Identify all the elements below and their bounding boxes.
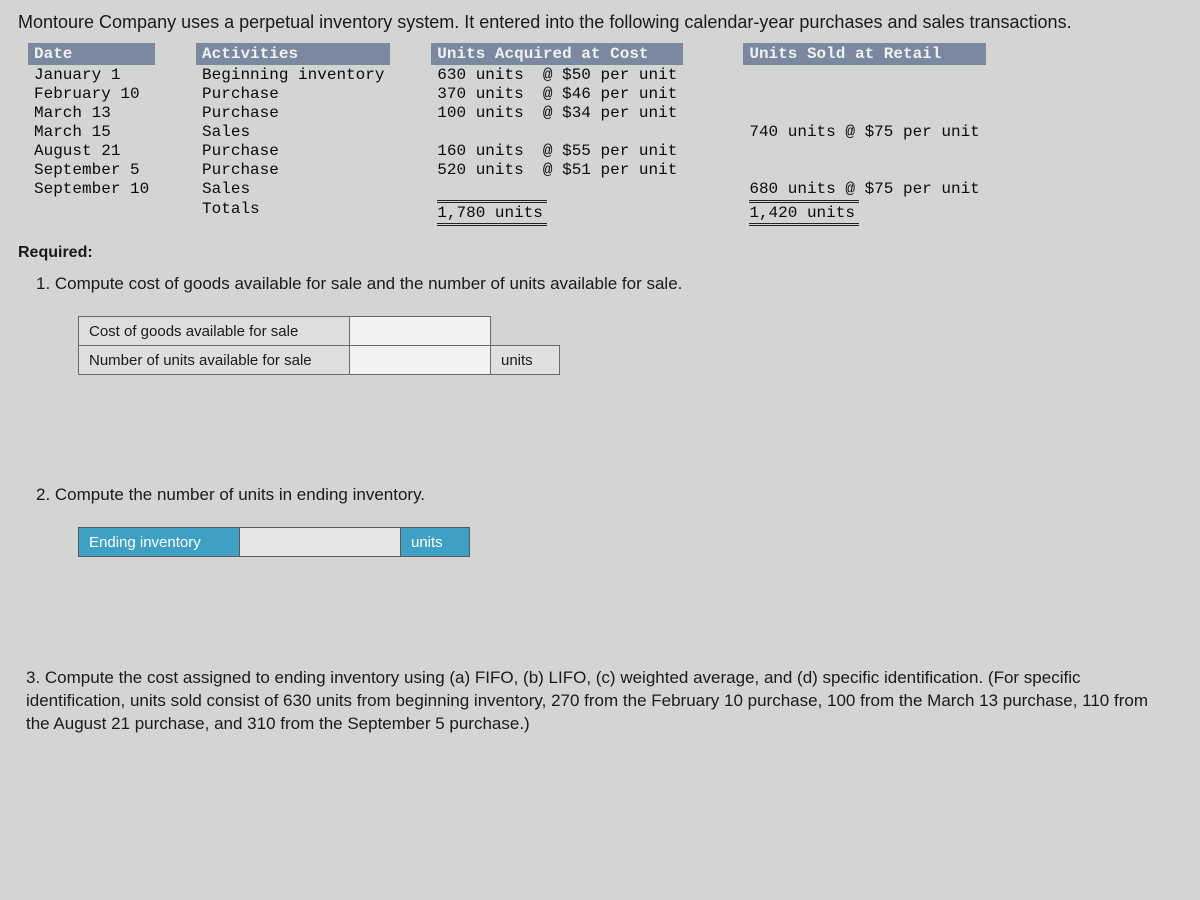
cogs-available-label: Cost of goods available for sale	[79, 317, 350, 346]
cell-sold: 680 units @ $75 per unit	[743, 179, 985, 198]
required-heading: Required:	[18, 244, 1182, 262]
units-suffix: units	[401, 528, 470, 557]
ending-inventory-input[interactable]	[240, 528, 401, 557]
col-activities-header: Activities	[196, 43, 390, 65]
cell-date: March 15	[28, 122, 155, 141]
totals-sold: 1,420 units	[743, 198, 985, 226]
table-row: March 13 Purchase 100 units @ $34 per un…	[28, 103, 986, 122]
cell-sold	[743, 141, 985, 160]
units-suffix: units	[491, 346, 560, 375]
units-available-input[interactable]	[350, 346, 491, 375]
cell-acquired: 100 units @ $34 per unit	[431, 103, 683, 122]
cell-date: January 1	[28, 65, 155, 84]
cell-date: September 5	[28, 160, 155, 179]
cell-date: August 21	[28, 141, 155, 160]
spacer	[683, 43, 743, 65]
cell-activity: Sales	[196, 179, 390, 198]
question-1: 1. Compute cost of goods available for s…	[36, 274, 1182, 294]
col-date-header: Date	[28, 43, 155, 65]
ending-inventory-label: Ending inventory	[79, 528, 240, 557]
intro-text: Montoure Company uses a perpetual invent…	[18, 12, 1182, 33]
cell-sold	[743, 84, 985, 103]
question-3: 3. Compute the cost assigned to ending i…	[26, 667, 1164, 736]
cell-date: February 10	[28, 84, 155, 103]
cell-acquired	[431, 179, 683, 198]
table-row: September 5 Purchase 520 units @ $51 per…	[28, 160, 986, 179]
q3-number: 3.	[26, 668, 45, 687]
cell-acquired: 160 units @ $55 per unit	[431, 141, 683, 160]
table-row: March 15 Sales 740 units @ $75 per unit	[28, 122, 986, 141]
cell-activity: Purchase	[196, 141, 390, 160]
blank-cell	[491, 317, 560, 346]
table-row: August 21 Purchase 160 units @ $55 per u…	[28, 141, 986, 160]
cell-acquired: 370 units @ $46 per unit	[431, 84, 683, 103]
spacer	[390, 43, 431, 65]
cell-sold	[743, 103, 985, 122]
cell-acquired: 630 units @ $50 per unit	[431, 65, 683, 84]
cogs-available-input[interactable]	[350, 317, 491, 346]
spacer	[155, 43, 196, 65]
table-row: September 10 Sales 680 units @ $75 per u…	[28, 179, 986, 198]
cell-activity: Sales	[196, 122, 390, 141]
col-sold-header: Units Sold at Retail	[743, 43, 985, 65]
table-row: February 10 Purchase 370 units @ $46 per…	[28, 84, 986, 103]
table-row-totals: Totals 1,780 units 1,420 units	[28, 198, 986, 226]
answer-table-2: Ending inventory units	[78, 527, 470, 557]
cell-sold: 740 units @ $75 per unit	[743, 122, 985, 141]
answer-table-1: Cost of goods available for sale Number …	[78, 316, 560, 375]
cell-activity: Purchase	[196, 103, 390, 122]
cell-activity: Beginning inventory	[196, 65, 390, 84]
cell-sold	[743, 160, 985, 179]
cell-acquired: 520 units @ $51 per unit	[431, 160, 683, 179]
cell-activity: Purchase	[196, 160, 390, 179]
transactions-table: Date Activities Units Acquired at Cost U…	[28, 43, 986, 226]
cell-date: September 10	[28, 179, 155, 198]
question-2: 2. Compute the number of units in ending…	[36, 485, 1182, 505]
totals-label: Totals	[196, 198, 390, 226]
cell-acquired	[431, 122, 683, 141]
units-available-label: Number of units available for sale	[79, 346, 350, 375]
q3-body: Compute the cost assigned to ending inve…	[26, 668, 1148, 733]
cell-sold	[743, 65, 985, 84]
cell-date: March 13	[28, 103, 155, 122]
cell-activity: Purchase	[196, 84, 390, 103]
totals-acquired: 1,780 units	[431, 198, 683, 226]
table-row: January 1 Beginning inventory 630 units …	[28, 65, 986, 84]
col-acquired-header: Units Acquired at Cost	[431, 43, 683, 65]
